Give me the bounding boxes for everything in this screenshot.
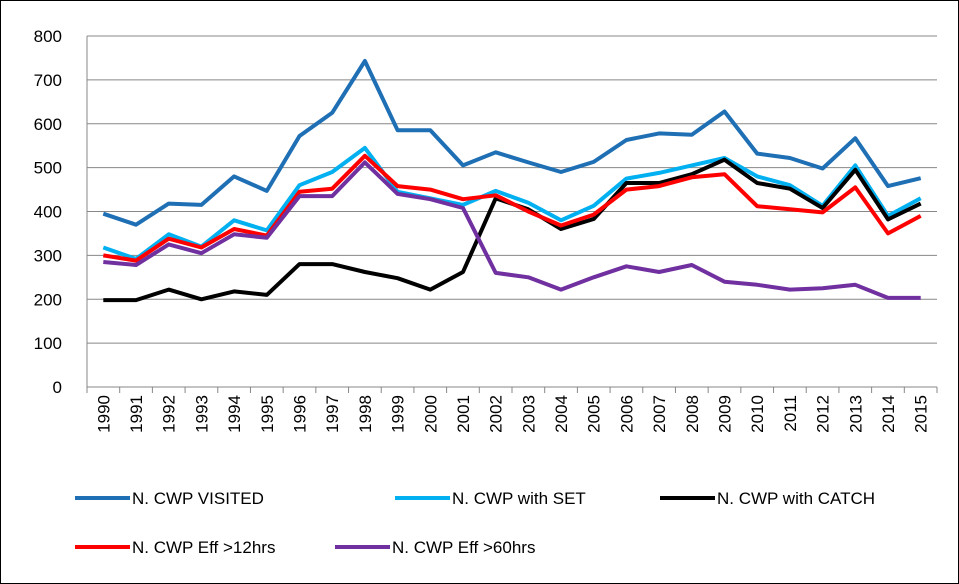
- x-tick-label: 1999: [389, 395, 408, 433]
- x-tick-label: 1990: [94, 395, 113, 433]
- x-tick-label: 1998: [356, 395, 375, 433]
- x-tick-label: 1993: [192, 395, 211, 433]
- x-tick-label: 2004: [552, 395, 571, 433]
- x-tick-label: 2001: [454, 395, 473, 433]
- y-tick-label: 500: [34, 159, 62, 178]
- x-tick-label: 2015: [912, 395, 931, 433]
- x-tick-label: 2013: [846, 395, 865, 433]
- y-tick-label: 600: [34, 115, 62, 134]
- x-tick-label: 2014: [879, 395, 898, 433]
- series-line: [102, 145, 922, 261]
- y-tick-label: 200: [34, 290, 62, 309]
- series-line: [102, 59, 922, 227]
- legend-label: N. CWP with CATCH: [717, 489, 875, 508]
- x-tick-label: 2005: [585, 395, 604, 433]
- x-tick-label: 1992: [160, 395, 179, 433]
- x-tick-label: 2007: [650, 395, 669, 433]
- series-line: [103, 160, 921, 300]
- x-tick-label: 2002: [487, 395, 506, 433]
- y-tick-label: 0: [53, 378, 62, 397]
- y-tick-label: 700: [34, 71, 62, 90]
- x-tick-label: 2008: [683, 395, 702, 433]
- y-tick-label: 400: [34, 203, 62, 222]
- y-tick-label: 800: [34, 27, 62, 46]
- x-tick-label: 2012: [814, 395, 833, 433]
- y-tick-label: 300: [34, 246, 62, 265]
- x-tick-label: 2003: [519, 395, 538, 433]
- x-tick-label: 2010: [748, 395, 767, 433]
- x-tick-label: 2009: [716, 395, 735, 433]
- x-tick-label: 1995: [258, 395, 277, 433]
- x-tick-label: 1991: [127, 395, 146, 433]
- x-tick-label: 2006: [617, 395, 636, 433]
- legend-label: N. CWP with SET: [452, 489, 586, 508]
- legend-label: N. CWP Eff >60hrs: [392, 538, 535, 557]
- legend-label: N. CWP VISITED: [132, 489, 264, 508]
- x-tick-label: 1996: [291, 395, 310, 433]
- x-tick-label: 1994: [225, 395, 244, 433]
- x-tick-label: 2011: [781, 395, 800, 432]
- series-line: [102, 153, 922, 263]
- x-tick-label: 2000: [421, 395, 440, 433]
- y-tick-label: 100: [34, 334, 62, 353]
- legend-label: N. CWP Eff >12hrs: [132, 538, 275, 557]
- x-tick-label: 1997: [323, 395, 342, 433]
